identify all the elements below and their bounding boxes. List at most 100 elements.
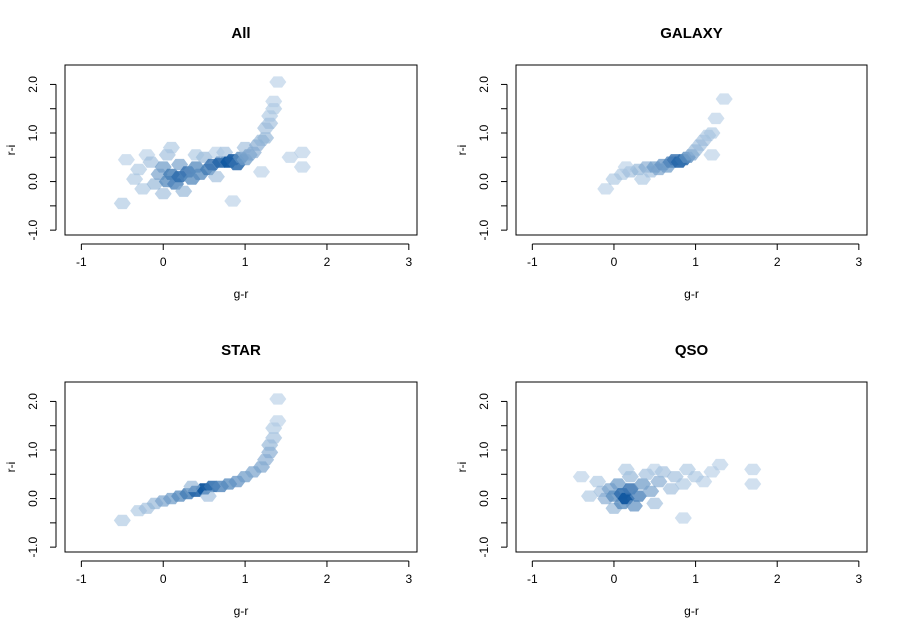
x-tick-label: 2: [774, 572, 781, 586]
hexbin-cell: [207, 146, 225, 159]
x-axis-label: g-r: [684, 604, 699, 618]
x-tick-label: 0: [160, 255, 167, 269]
y-axis-label: r-i: [455, 145, 469, 156]
y-tick-label: 2.0: [26, 76, 40, 93]
y-tick-label: 2.0: [26, 393, 40, 410]
hexbin-cell: [646, 497, 664, 510]
hexbin-cell: [134, 183, 152, 195]
panel-all: All -1 0 1 2 3 -1.0 0.0 1.0 2.0 g-r r-i: [4, 25, 418, 301]
hexbin-cell: [617, 161, 635, 173]
hexbin-cell: [744, 478, 762, 490]
hexbin-cell: [703, 149, 721, 161]
hexbin-cell: [695, 475, 713, 488]
panel-title: All: [231, 25, 250, 42]
hexbin-cell: [703, 127, 721, 139]
hexbin-cell: [269, 415, 287, 427]
hexbin-cell: [126, 173, 144, 185]
hexbin-cell: [257, 132, 275, 144]
x-tick-label: -1: [527, 572, 538, 586]
hexbin-cell: [293, 161, 311, 173]
plot-frame: [64, 64, 418, 236]
panel-title: STAR: [221, 342, 261, 359]
x-tick-label: 0: [611, 572, 618, 586]
x-tick-label: 3: [405, 572, 412, 586]
hexbin-cell: [199, 490, 217, 502]
hexbin-cell: [281, 151, 299, 163]
panel-galaxy: GALAXY -1 0 1 2 3 -1.0 0.0 1.0 2.0 g-r r-i: [455, 25, 868, 301]
panel-star: STAR -1 0 1 2 3 -1.0 0.0 1.0 2.0 g-r r-i: [4, 342, 418, 618]
hexbin-cell: [625, 500, 643, 512]
hexbin-cell: [117, 154, 135, 166]
y-tick-label: 0.0: [26, 173, 40, 190]
x-axis-label: g-r: [234, 287, 249, 301]
plot-frame: [515, 381, 868, 553]
hexbin-cell: [597, 183, 615, 195]
y-axis-label: r-i: [455, 462, 469, 473]
x-tick-label: 2: [774, 255, 781, 269]
hexbin-marks: [113, 393, 287, 527]
x-tick-label: 0: [160, 572, 167, 586]
hexbin-cell: [572, 471, 590, 483]
hexbin-cell: [207, 171, 225, 183]
hexbin-cell: [269, 76, 287, 88]
y-tick-label: -1.0: [477, 219, 491, 240]
hexbin-cell: [224, 195, 242, 207]
hexbin-cell: [674, 478, 692, 490]
x-tick-label: 2: [324, 255, 331, 269]
panel-title: GALAXY: [660, 25, 723, 42]
x-tick-label: 1: [692, 255, 699, 269]
hexbin-cell: [293, 146, 311, 159]
hexbin-cell: [187, 149, 205, 161]
y-tick-label: 0.0: [477, 490, 491, 507]
hexbin-cell: [715, 93, 733, 105]
y-tick-label: -1.0: [477, 536, 491, 557]
x-tick-label: -1: [76, 572, 87, 586]
y-tick-label: 1.0: [477, 124, 491, 141]
hexbin-cell: [617, 463, 635, 476]
hexbin-cell: [142, 156, 160, 168]
x-tick-label: 1: [242, 572, 249, 586]
hexbin-cell: [650, 475, 668, 488]
hexbin-cell: [113, 197, 131, 210]
hexbin-cell: [154, 188, 172, 200]
hexbin-marks: [597, 93, 733, 195]
y-tick-label: 0.0: [477, 173, 491, 190]
x-tick-label: 3: [405, 255, 412, 269]
y-axis-label: r-i: [4, 462, 18, 473]
hexbin-cell: [744, 463, 762, 476]
hexbin-cell: [707, 112, 725, 125]
x-tick-label: 1: [692, 572, 699, 586]
x-tick-label: 0: [611, 255, 618, 269]
plot-frame: [515, 64, 868, 236]
hexbin-cell: [113, 514, 131, 527]
hexbin-cell: [162, 141, 180, 154]
hexbin-cell: [642, 485, 660, 497]
x-axis-label: g-r: [684, 287, 699, 301]
hexbin-cell: [674, 512, 692, 524]
y-tick-label: 2.0: [477, 76, 491, 93]
x-tick-label: 3: [855, 572, 862, 586]
hexbin-cell: [265, 95, 283, 108]
y-tick-label: 0.0: [26, 490, 40, 507]
hexbin-cell: [711, 458, 729, 471]
x-tick-label: -1: [76, 255, 87, 269]
hexbin-cell: [253, 166, 270, 178]
y-tick-label: 1.0: [477, 441, 491, 458]
hexbin-cell: [269, 393, 287, 405]
panel-qso: QSO -1 0 1 2 3 -1.0 0.0 1.0 2.0 g-r r-i: [455, 342, 868, 618]
x-axis-label: g-r: [234, 604, 249, 618]
hexbin-marks: [572, 458, 762, 524]
y-tick-label: 2.0: [477, 393, 491, 410]
y-axis-label: r-i: [4, 145, 18, 156]
hexbin-cell: [589, 475, 607, 488]
hexbin-marks: [113, 76, 311, 210]
hexbin-cell: [183, 480, 201, 493]
hexbin-cell: [646, 463, 664, 476]
plot-frame: [64, 381, 418, 553]
panel-title: QSO: [675, 342, 709, 359]
y-tick-label: 1.0: [26, 124, 40, 141]
hexbin-cell: [175, 185, 193, 197]
x-tick-label: 2: [324, 572, 331, 586]
x-tick-label: -1: [527, 255, 538, 269]
